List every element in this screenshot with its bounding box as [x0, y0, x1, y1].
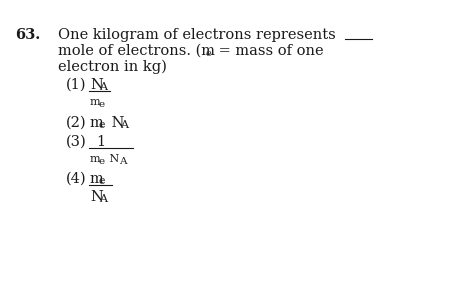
Text: mole of electrons. (m: mole of electrons. (m	[58, 44, 215, 58]
Text: e: e	[99, 176, 106, 186]
Text: 1: 1	[96, 135, 105, 149]
Text: e: e	[206, 49, 212, 58]
Text: N: N	[106, 154, 119, 164]
Text: e: e	[99, 100, 105, 109]
Text: electron in kg): electron in kg)	[58, 60, 167, 74]
Text: 63.: 63.	[15, 28, 40, 42]
Text: N: N	[90, 78, 103, 92]
Text: = mass of one: = mass of one	[214, 44, 324, 58]
Text: One kilogram of electrons represents: One kilogram of electrons represents	[58, 28, 336, 42]
Text: (2): (2)	[66, 116, 87, 130]
Text: e: e	[99, 120, 106, 130]
Text: N: N	[90, 190, 103, 204]
Text: m: m	[90, 172, 104, 186]
Text: A: A	[99, 82, 107, 92]
Text: (4): (4)	[66, 172, 87, 186]
Text: A: A	[99, 194, 107, 204]
Text: (1): (1)	[66, 78, 86, 92]
Text: m: m	[90, 154, 100, 164]
Text: m: m	[90, 116, 104, 130]
Text: e: e	[99, 157, 105, 166]
Text: N: N	[107, 116, 125, 130]
Text: (3): (3)	[66, 135, 87, 149]
Text: m: m	[90, 97, 100, 107]
Text: A: A	[119, 157, 127, 166]
Text: A: A	[120, 120, 128, 130]
